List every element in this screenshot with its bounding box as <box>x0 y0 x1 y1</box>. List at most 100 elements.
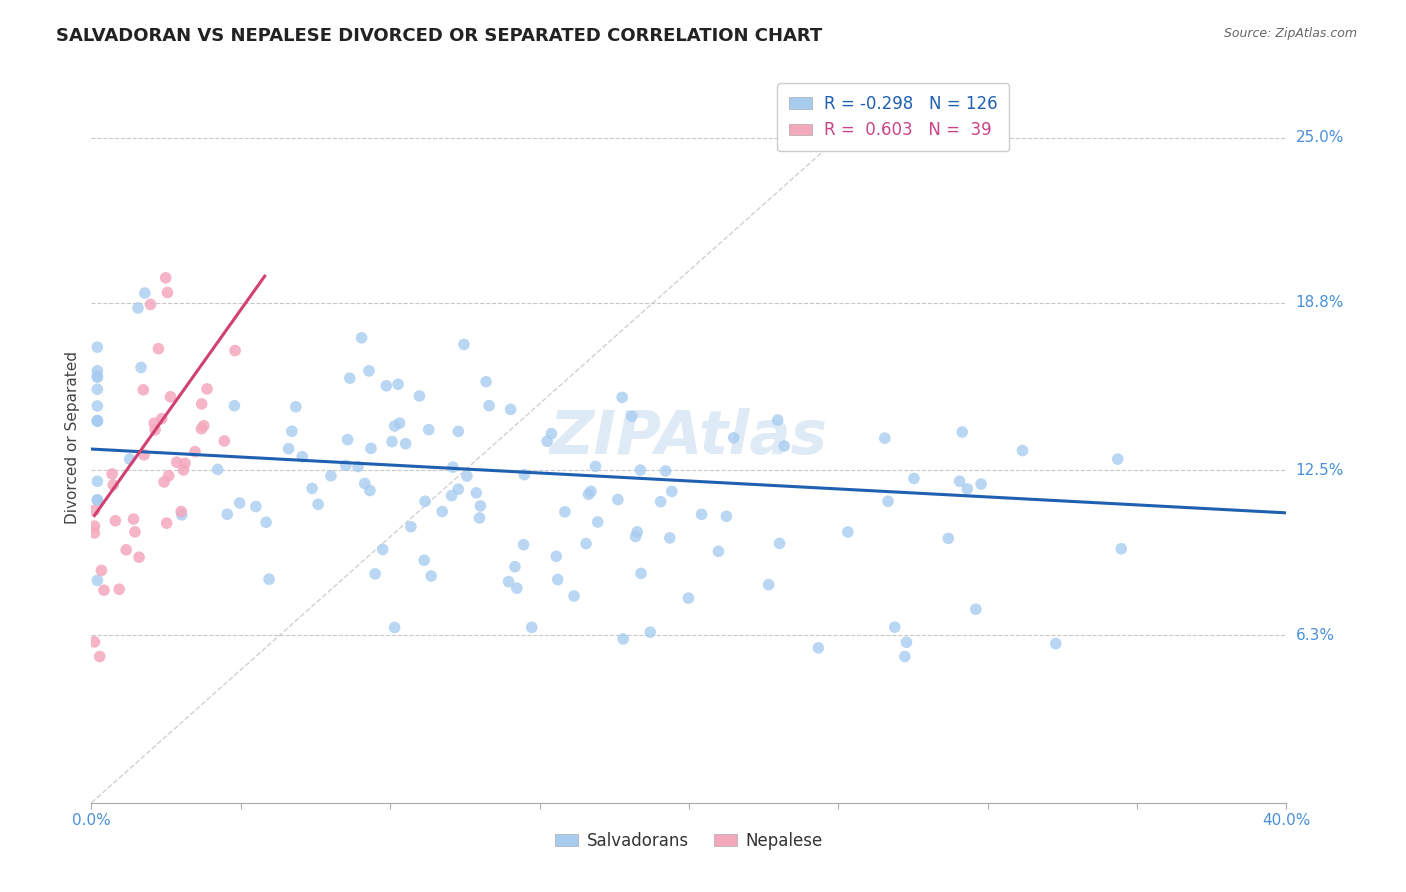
Point <box>420 569 443 583</box>
Point <box>388 416 411 430</box>
Point <box>456 469 478 483</box>
Point <box>520 620 543 634</box>
Point <box>155 270 177 285</box>
Point <box>606 492 628 507</box>
Point <box>903 471 925 485</box>
Point <box>716 509 738 524</box>
Point <box>257 572 280 586</box>
Point <box>347 459 370 474</box>
Point <box>170 508 193 522</box>
Point <box>936 532 959 546</box>
Point <box>156 516 179 530</box>
Point <box>375 378 398 392</box>
Text: Source: ZipAtlas.com: Source: ZipAtlas.com <box>1223 27 1357 40</box>
Point <box>86 399 108 413</box>
Point <box>101 467 124 481</box>
Point <box>207 462 229 476</box>
Point <box>399 519 422 533</box>
Point <box>86 574 108 588</box>
Point <box>707 544 730 558</box>
Point <box>86 414 108 428</box>
Point <box>301 482 323 496</box>
Point <box>353 476 375 491</box>
Point <box>284 400 307 414</box>
Point <box>89 649 111 664</box>
Point <box>157 468 180 483</box>
Text: 25.0%: 25.0% <box>1295 130 1344 145</box>
Point <box>104 514 127 528</box>
Point <box>143 423 166 437</box>
Point <box>86 474 108 488</box>
Point <box>413 553 436 567</box>
Point <box>291 450 314 464</box>
Point <box>408 389 430 403</box>
Point <box>307 497 329 511</box>
Point <box>159 390 181 404</box>
Point <box>506 581 529 595</box>
Point <box>172 463 194 477</box>
Point <box>578 487 600 501</box>
Point <box>83 525 105 540</box>
Point <box>470 499 492 513</box>
Point <box>384 620 406 634</box>
Point <box>86 382 108 396</box>
Point <box>108 582 131 597</box>
Point <box>214 434 236 448</box>
Point <box>381 434 404 449</box>
Point <box>156 285 179 300</box>
Point <box>384 419 406 434</box>
Point <box>86 370 108 384</box>
Point <box>465 486 488 500</box>
Point <box>468 511 491 525</box>
Point <box>447 482 470 496</box>
Point <box>359 483 381 498</box>
Point <box>86 414 108 428</box>
Point <box>540 426 562 441</box>
Point <box>877 494 900 508</box>
Point <box>86 340 108 354</box>
Point <box>360 442 382 456</box>
Text: 12.5%: 12.5% <box>1295 463 1344 478</box>
Point <box>873 431 896 445</box>
Point <box>134 286 156 301</box>
Point <box>387 377 409 392</box>
Point <box>441 460 464 475</box>
Point <box>90 563 112 577</box>
Legend: Salvadorans, Nepalese: Salvadorans, Nepalese <box>548 825 830 856</box>
Point <box>678 591 700 606</box>
Point <box>837 524 859 539</box>
Point <box>758 577 780 591</box>
Point <box>319 468 342 483</box>
Point <box>440 489 463 503</box>
Point <box>620 409 643 424</box>
Point <box>83 503 105 517</box>
Point <box>513 467 536 482</box>
Point <box>86 492 108 507</box>
Point <box>217 507 239 521</box>
Text: SALVADORAN VS NEPALESE DIVORCED OR SEPARATED CORRELATION CHART: SALVADORAN VS NEPALESE DIVORCED OR SEPAR… <box>56 27 823 45</box>
Point <box>174 456 197 470</box>
Point <box>148 342 170 356</box>
Point <box>626 524 648 539</box>
Point <box>586 515 609 529</box>
Point <box>190 397 212 411</box>
Point <box>579 484 602 499</box>
Point <box>536 434 558 449</box>
Point <box>190 422 212 436</box>
Point <box>115 542 138 557</box>
Point <box>86 493 108 508</box>
Point <box>245 500 267 514</box>
Point <box>350 331 373 345</box>
Point <box>723 431 745 445</box>
Point <box>478 399 501 413</box>
Point <box>357 364 380 378</box>
Point <box>228 496 250 510</box>
Point <box>281 424 304 438</box>
Point <box>122 512 145 526</box>
Y-axis label: Divorced or Separated: Divorced or Separated <box>65 351 80 524</box>
Point <box>93 583 115 598</box>
Point <box>512 538 534 552</box>
Point <box>965 602 987 616</box>
Point <box>83 519 105 533</box>
Point <box>254 516 277 530</box>
